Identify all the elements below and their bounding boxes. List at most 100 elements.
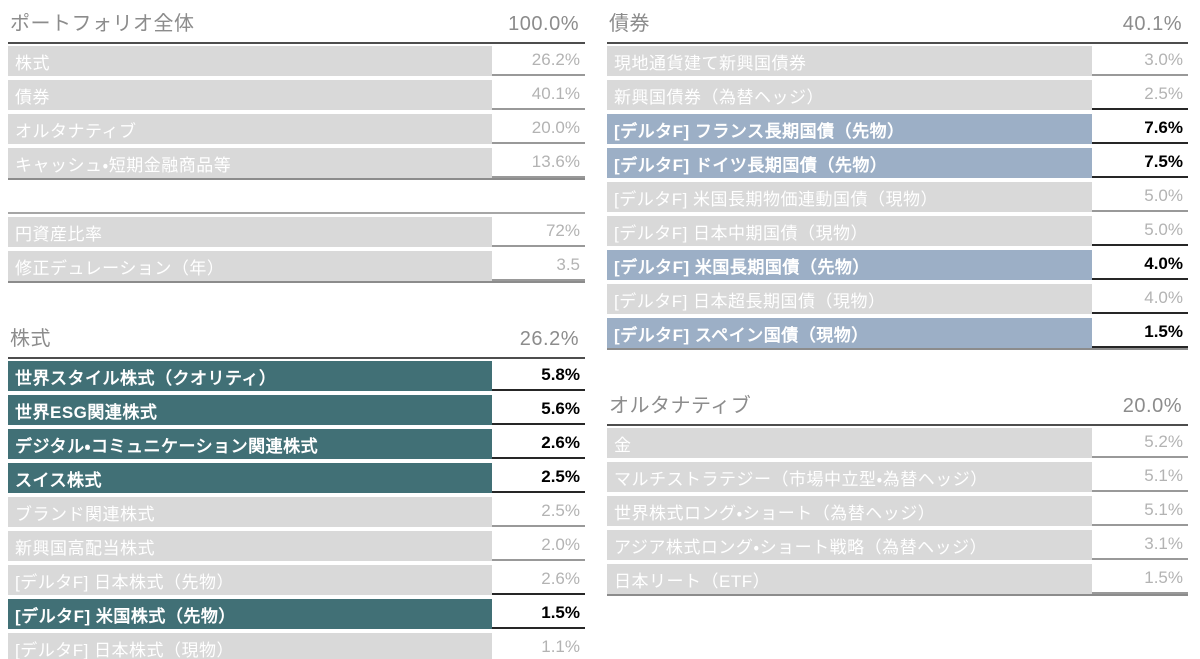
table-row: [デルタF] 米国株式（先物） 1.5% <box>8 599 585 629</box>
row-value: 1.5% <box>1092 318 1188 348</box>
row-label: [デルタF] 日本超長期国債（現物） <box>607 284 1092 314</box>
table-row: [デルタF] 米国長期物価連動国債（現物） 5.0% <box>607 182 1188 212</box>
table-row: 世界ESG関連株式 5.6% <box>8 395 585 425</box>
row-value: 2.5% <box>492 463 585 493</box>
row-label: 世界スタイル株式（クオリティ） <box>8 361 492 391</box>
portfolio-header: ポートフォリオ全体 100.0% <box>8 6 585 44</box>
row-value: 5.6% <box>492 395 585 425</box>
row-value: 26.2% <box>492 46 585 76</box>
row-label: [デルタF] スペイン国債（現物） <box>607 318 1092 348</box>
table-row: 株式 26.2% <box>8 46 585 76</box>
row-value: 5.1% <box>1092 496 1188 526</box>
metrics-rows: 円資産比率 72% 修正デュレーション（年） 3.5 <box>8 212 585 283</box>
equity-header: 株式 26.2% <box>8 321 585 359</box>
row-label: オルタナティブ <box>8 114 492 144</box>
table-row: 債券 40.1% <box>8 80 585 110</box>
table-row: ブランド関連株式 2.5% <box>8 497 585 527</box>
row-value: 7.5% <box>1092 148 1188 178</box>
alternatives-table: オルタナティブ 20.0% 金 5.2% マルチストラテジー（市場中立型・為替ヘッジ… <box>607 388 1188 596</box>
row-value: 5.1% <box>1092 462 1188 492</box>
row-label: 債券 <box>8 80 492 110</box>
row-value: 3.0% <box>1092 46 1188 76</box>
row-value: 2.5% <box>1092 80 1188 110</box>
row-value: 1.5% <box>1092 564 1188 594</box>
row-value: 2.5% <box>492 497 585 527</box>
table-row: キャッシュ・短期金融商品等 13.6% <box>8 148 585 178</box>
row-label: [デルタF] ドイツ長期国債（先物） <box>607 148 1092 178</box>
bonds-title: 債券 <box>609 13 650 35</box>
row-value: 13.6% <box>492 148 585 178</box>
portfolio-rows: 株式 26.2% 債券 40.1% オルタナティブ 20.0% キャッシュ・短期金融商品等 1… <box>8 44 585 180</box>
table-row: マルチストラテジー（市場中立型・為替ヘッジ） 5.1% <box>607 462 1188 492</box>
table-row: 修正デュレーション（年） 3.5 <box>8 251 585 281</box>
table-row: [デルタF] 日本株式（現物） 1.1% <box>8 633 585 659</box>
table-row: [デルタF] 日本超長期国債（現物） 4.0% <box>607 284 1188 314</box>
equity-table: 株式 26.2% 世界スタイル株式（クオリティ） 5.8% 世界ESG関連株式 5.6… <box>8 321 585 659</box>
row-label: 修正デュレーション（年） <box>8 251 492 281</box>
table-row: [デルタF] 日本中期国債（現物） 5.0% <box>607 216 1188 246</box>
row-label: ブランド関連株式 <box>8 497 492 527</box>
row-label: 金 <box>607 428 1092 458</box>
table-row: [デルタF] 日本株式（先物） 2.6% <box>8 565 585 595</box>
row-label: 新興国高配当株式 <box>8 531 492 561</box>
row-label: 円資産比率 <box>8 217 492 247</box>
portfolio-table: ポートフォリオ全体 100.0% 株式 26.2% 債券 40.1% オルタナティブ 20… <box>8 6 585 180</box>
row-value: 20.0% <box>492 114 585 144</box>
row-value: 40.1% <box>492 80 585 110</box>
row-value: 5.2% <box>1092 428 1188 458</box>
portfolio-total: 100.0% <box>508 13 579 35</box>
equity-rows: 世界スタイル株式（クオリティ） 5.8% 世界ESG関連株式 5.6% デジタル・コミュ… <box>8 359 585 659</box>
equity-total: 26.2% <box>519 328 579 350</box>
table-row: スイス株式 2.5% <box>8 463 585 493</box>
row-value: 3.5 <box>492 251 585 281</box>
row-value: 1.5% <box>492 599 585 629</box>
right-column: 債券 40.1% 現地通貨建て新興国債券 3.0% 新興国債券（為替ヘッジ） 2.5%… <box>607 6 1188 659</box>
row-label: [デルタF] 日本株式（先物） <box>8 565 492 595</box>
row-value: 4.0% <box>1092 250 1188 280</box>
row-value: 5.8% <box>492 361 585 391</box>
row-label: アジア株式ロング・ショート戦略（為替ヘッジ） <box>607 530 1092 560</box>
table-row: 日本リート（ETF） 1.5% <box>607 564 1188 594</box>
row-label: 世界株式ロング・ショート（為替ヘッジ） <box>607 496 1092 526</box>
row-label: 現地通貨建て新興国債券 <box>607 46 1092 76</box>
table-row: 現地通貨建て新興国債券 3.0% <box>607 46 1188 76</box>
row-label: [デルタF] フランス長期国債（先物） <box>607 114 1092 144</box>
equity-title: 株式 <box>10 328 51 350</box>
row-label: [デルタF] 日本中期国債（現物） <box>607 216 1092 246</box>
table-row: 世界スタイル株式（クオリティ） 5.8% <box>8 361 585 391</box>
bonds-header: 債券 40.1% <box>607 6 1188 44</box>
alternatives-title: オルタナティブ <box>609 395 752 417</box>
alternatives-header: オルタナティブ 20.0% <box>607 388 1188 426</box>
bonds-total: 40.1% <box>1122 13 1182 35</box>
portfolio-title: ポートフォリオ全体 <box>10 13 195 35</box>
table-row: 新興国高配当株式 2.0% <box>8 531 585 561</box>
row-label: [デルタF] 日本株式（現物） <box>8 633 492 659</box>
row-value: 5.0% <box>1092 182 1188 212</box>
row-value: 72% <box>492 217 585 247</box>
row-label: マルチストラテジー（市場中立型・為替ヘッジ） <box>607 462 1092 492</box>
metrics-table: 円資産比率 72% 修正デュレーション（年） 3.5 <box>8 212 585 283</box>
row-value: 2.0% <box>492 531 585 561</box>
row-label: 新興国債券（為替ヘッジ） <box>607 80 1092 110</box>
table-row: [デルタF] スペイン国債（現物） 1.5% <box>607 318 1188 348</box>
row-label: [デルタF] 米国長期国債（先物） <box>607 250 1092 280</box>
row-value: 7.6% <box>1092 114 1188 144</box>
left-column: ポートフォリオ全体 100.0% 株式 26.2% 債券 40.1% オルタナティブ 20… <box>8 6 585 659</box>
table-row: オルタナティブ 20.0% <box>8 114 585 144</box>
table-row: アジア株式ロング・ショート戦略（為替ヘッジ） 3.1% <box>607 530 1188 560</box>
row-value: 4.0% <box>1092 284 1188 314</box>
table-row: 新興国債券（為替ヘッジ） 2.5% <box>607 80 1188 110</box>
row-label: スイス株式 <box>8 463 492 493</box>
row-label: 株式 <box>8 46 492 76</box>
table-row: 金 5.2% <box>607 428 1188 458</box>
row-value: 1.1% <box>492 633 585 659</box>
table-row: 円資産比率 72% <box>8 217 585 247</box>
row-label: 世界ESG関連株式 <box>8 395 492 425</box>
bonds-table: 債券 40.1% 現地通貨建て新興国債券 3.0% 新興国債券（為替ヘッジ） 2.5%… <box>607 6 1188 350</box>
alternatives-total: 20.0% <box>1122 395 1182 417</box>
table-row: [デルタF] ドイツ長期国債（先物） 7.5% <box>607 148 1188 178</box>
table-row: 世界株式ロング・ショート（為替ヘッジ） 5.1% <box>607 496 1188 526</box>
row-label: [デルタF] 米国株式（先物） <box>8 599 492 629</box>
bonds-rows: 現地通貨建て新興国債券 3.0% 新興国債券（為替ヘッジ） 2.5% [デルタF] フラ… <box>607 44 1188 350</box>
